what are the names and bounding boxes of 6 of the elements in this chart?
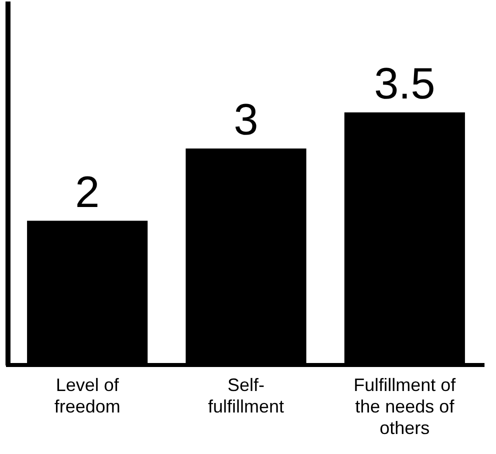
- x-tick-label: Level of freedom: [54, 374, 120, 417]
- data-label: 3: [234, 96, 258, 145]
- data-label: 3.5: [374, 60, 436, 108]
- x-tick-label: Self-fulfillment: [208, 374, 284, 417]
- data-label: 2: [75, 168, 100, 217]
- x-tick-label: Fulfillment of the needs of others: [354, 374, 457, 438]
